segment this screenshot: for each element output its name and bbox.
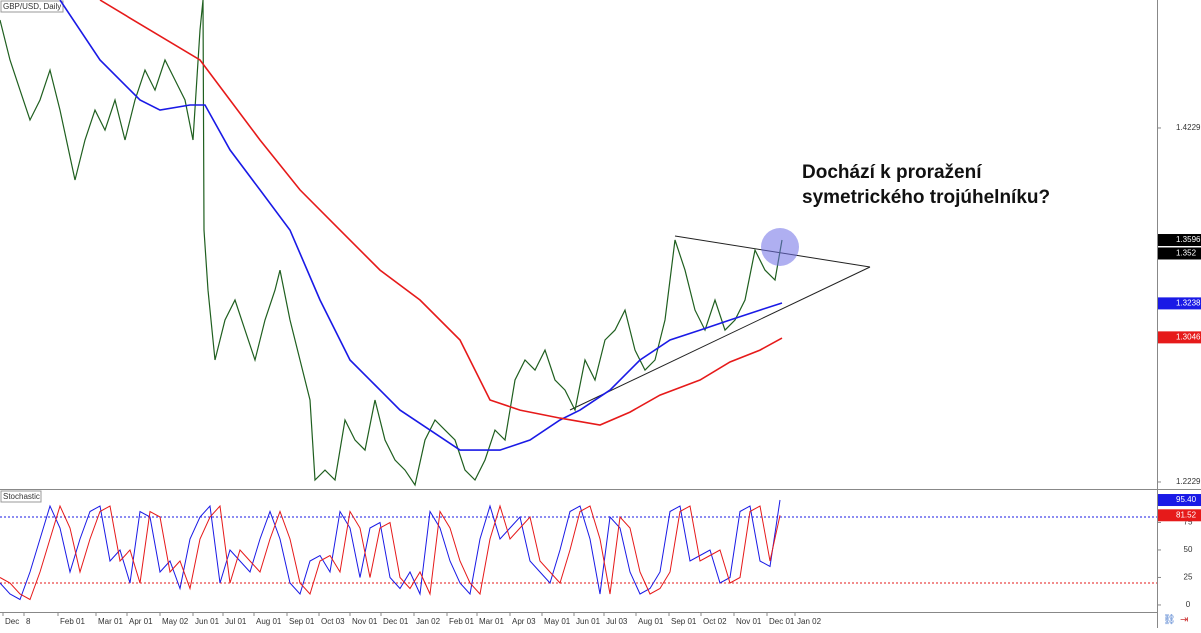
x-tick-label: Aug 01 [638,617,664,626]
link-icon[interactable]: ⛓ [1163,614,1176,626]
y-tick-label: 1.2229 [1176,477,1201,486]
x-tick-label: Mar 01 [98,617,123,626]
indicator-title: Stochastic [3,492,40,501]
x-tick-label: Feb 01 [449,617,474,626]
x-tick-label: Dec 01 [769,617,795,626]
x-tick-label: Jan 02 [416,617,441,626]
stochastic-line [0,499,781,601]
x-tick-label: May 01 [544,617,571,626]
moving-average [99,0,783,426]
x-tick-label: Dec 01 [383,617,409,626]
x-tick-label: Apr 01 [129,617,153,626]
x-tick-label: Oct 02 [703,617,727,626]
x-tick-label: May 02 [162,617,189,626]
x-tick-label: Aug 01 [256,617,282,626]
highlight-circle [761,228,799,266]
x-tick-label: Mar 01 [479,617,504,626]
trend-line [569,266,871,411]
x-tick-label: Jan 02 [797,617,822,626]
price-label-box [1158,331,1201,344]
value-label: 95.40 [1176,495,1197,504]
x-tick-label: Feb 01 [60,617,85,626]
value-label: 81.52 [1176,510,1197,519]
price-line [0,0,783,487]
price-label: 1.3046 [1176,332,1201,341]
price-label-box [1158,247,1201,260]
x-tick-label: Nov 01 [352,617,378,626]
value-label-box [1158,494,1201,507]
price-label-box [1158,234,1201,247]
price-label: 1.3596 [1176,235,1201,244]
annotation: symetrického trojúhelníku? [802,187,1050,208]
annotation: Dochází k proražení [802,162,982,183]
moving-average [59,0,783,451]
x-tick-label: Nov 01 [736,617,762,626]
x-tick-label: Jun 01 [195,617,220,626]
y-tick-label: 50 [1184,545,1193,554]
x-tick-label: Jul 03 [606,617,628,626]
x-tick-label: Jul 01 [225,617,247,626]
x-tick-label: Apr 03 [512,617,536,626]
price-label: 1.352 [1176,249,1197,258]
price-label: 1.3238 [1176,298,1201,307]
x-tick-label: Oct 03 [321,617,345,626]
y-tick-label: 25 [1184,573,1193,582]
scroll-icon[interactable]: ⇥ [1180,615,1188,626]
x-tick-label: 8 [26,617,31,626]
y-tick-label: 0 [1186,600,1191,609]
x-tick-label: Sep 01 [289,617,315,626]
indicator-box [0,490,42,503]
price-label-box [1158,297,1201,310]
chart-title: GBP/USD, Daily [3,2,61,11]
x-tick-label: Jun 01 [576,617,601,626]
value-label-box [1158,509,1201,522]
title-box [0,0,64,13]
stochastic-line [0,504,781,601]
y-tick-label: 1.4229 [1176,123,1201,132]
x-tick-label: Dec [5,617,19,626]
y-tick-label: 75 [1184,518,1193,527]
x-tick-label: Sep 01 [671,617,697,626]
